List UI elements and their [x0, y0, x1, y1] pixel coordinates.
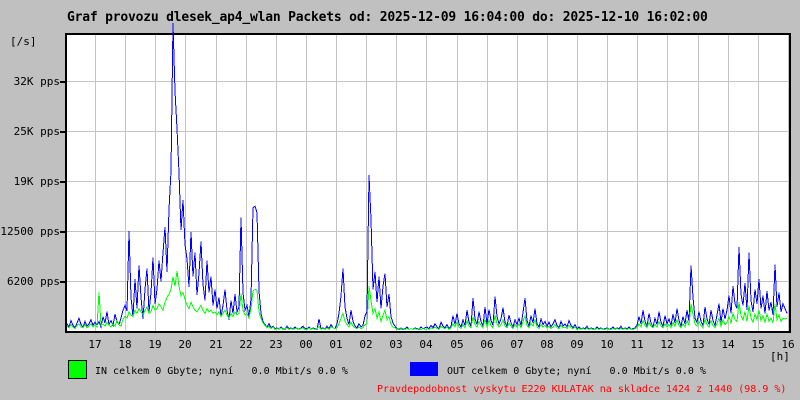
x-tick-label: 11: [630, 338, 644, 351]
y-axis-tick: [60, 230, 65, 233]
out-legend-label: OUT celkem 0 Gbyte; nyní 0.0 Mbit/s 0.0 …: [447, 366, 706, 377]
x-tick-label: 16: [781, 338, 795, 351]
x-tick-label: 04: [419, 338, 433, 351]
y-tick-label: 25K pps: [13, 124, 60, 138]
y-tick-label: 32K pps: [13, 74, 60, 88]
y-tick-label: 12500 pps: [0, 224, 60, 238]
x-tick-label: 14: [721, 338, 735, 351]
x-tick-label: 06: [480, 338, 494, 351]
traffic-chart: [66, 22, 789, 331]
x-tick-label: 19: [148, 338, 162, 351]
y-tick-label: 19K pps: [13, 174, 60, 188]
in-legend-label: IN celkem 0 Gbyte; nyní 0.0 Mbit/s 0.0 %: [95, 366, 348, 377]
x-tick-label: 03: [389, 338, 403, 351]
y-axis-tick: [60, 130, 65, 133]
x-tick-label: 08: [540, 338, 554, 351]
x-tick-label: 22: [239, 338, 253, 351]
availability-note: Pravdepodobnost vyskytu E220 KULATAK na …: [377, 384, 787, 395]
x-tick-label: 10: [600, 338, 614, 351]
x-tick-label: 13: [691, 338, 705, 351]
x-tick-label: 23: [269, 338, 283, 351]
x-tick-label: 01: [329, 338, 343, 351]
x-tick-label: 02: [359, 338, 373, 351]
x-tick-label: 09: [570, 338, 584, 351]
x-tick-label: 07: [510, 338, 524, 351]
x-tick-label: 17: [88, 338, 102, 351]
x-tick-label: 00: [299, 338, 313, 351]
page-title: Graf provozu dlesek_ap4_wlan Packets od:…: [67, 10, 708, 25]
x-tick-label: 20: [178, 338, 192, 351]
x-tick-label: 21: [209, 338, 223, 351]
y-tick-label: 6200 pps: [7, 274, 60, 288]
x-tick-label: 12: [660, 338, 674, 351]
x-tick-label: 15: [751, 338, 765, 351]
in-legend-swatch: [68, 360, 87, 379]
x-tick-label: 18: [118, 338, 132, 351]
out-legend-swatch: [410, 362, 438, 376]
y-axis-tick: [60, 280, 65, 283]
x-tick-label: 05: [450, 338, 464, 351]
y-axis-tick: [60, 80, 65, 83]
y-axis-unit-label: [/s]: [10, 35, 37, 48]
x-axis-unit-label: [h]: [770, 350, 790, 363]
y-axis-tick: [60, 180, 65, 183]
